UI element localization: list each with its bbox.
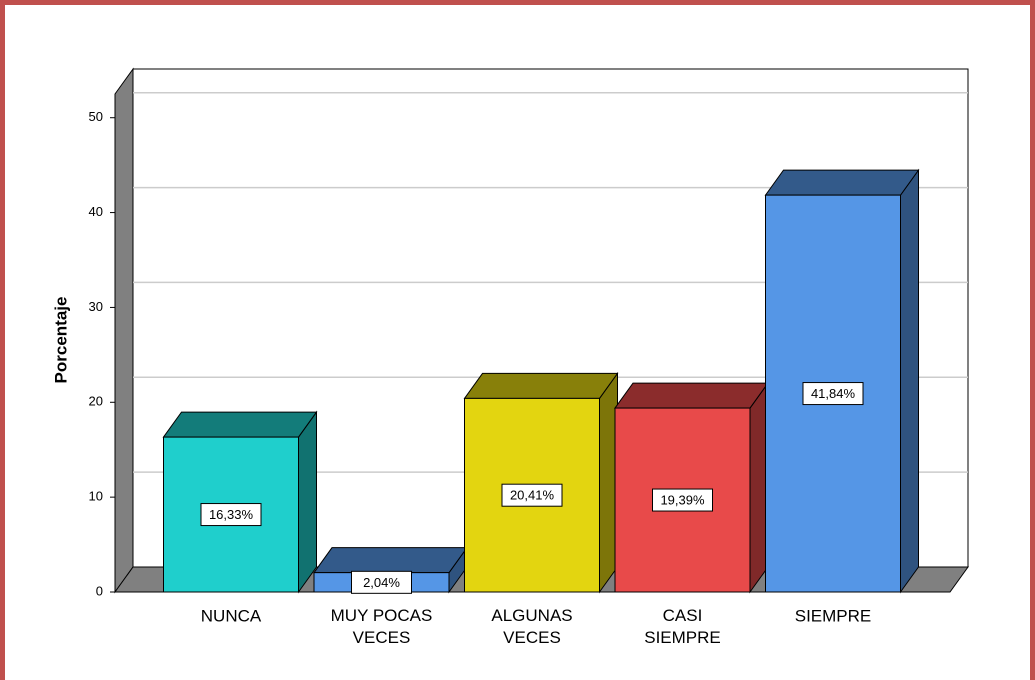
bar-side	[900, 168, 919, 594]
x-tick-label: CASI SIEMPRE	[644, 606, 721, 647]
x-tick-line: VECES	[503, 628, 561, 647]
x-tick-label: SIEMPRE	[795, 606, 872, 625]
x-tick-line: CASI	[663, 606, 703, 625]
y-tick-label: 20	[89, 394, 103, 409]
value-label: 2,04%	[363, 575, 400, 590]
value-label-box	[351, 570, 412, 594]
y-tick-label: 0	[96, 583, 103, 598]
bar-top	[162, 411, 318, 438]
y-tick-label: 30	[89, 299, 103, 314]
bar-top	[614, 382, 769, 409]
x-tick-line: SIEMPRE	[644, 628, 721, 647]
value-label: 19,39%	[660, 492, 705, 507]
bar-side	[298, 410, 317, 594]
value-label: 16,33%	[209, 507, 254, 522]
y-tick-label: 50	[89, 109, 103, 124]
value-label-box	[200, 503, 262, 527]
left-wall	[114, 67, 134, 594]
x-tick-line: VECES	[353, 628, 411, 647]
bar-top	[764, 169, 920, 196]
y-tick-label: 40	[89, 204, 103, 219]
x-tick-line: ALGUNAS	[491, 606, 572, 625]
value-label-box	[501, 483, 563, 507]
x-tick-label: ALGUNAS VECES	[491, 606, 572, 647]
value-label-box	[652, 488, 713, 512]
x-tick-line: MUY POCAS	[331, 606, 433, 625]
bar-top	[313, 547, 468, 574]
x-tick-label: NUNCA	[201, 606, 262, 625]
y-axis-title: Porcentaje	[51, 297, 70, 384]
value-label: 20,41%	[510, 488, 555, 503]
value-label-box	[802, 382, 864, 406]
y-tick-label: 10	[89, 489, 103, 504]
x-tick-label: MUY POCAS VECES	[331, 606, 433, 647]
value-label: 41,84%	[811, 386, 856, 401]
bar-top	[463, 372, 619, 399]
